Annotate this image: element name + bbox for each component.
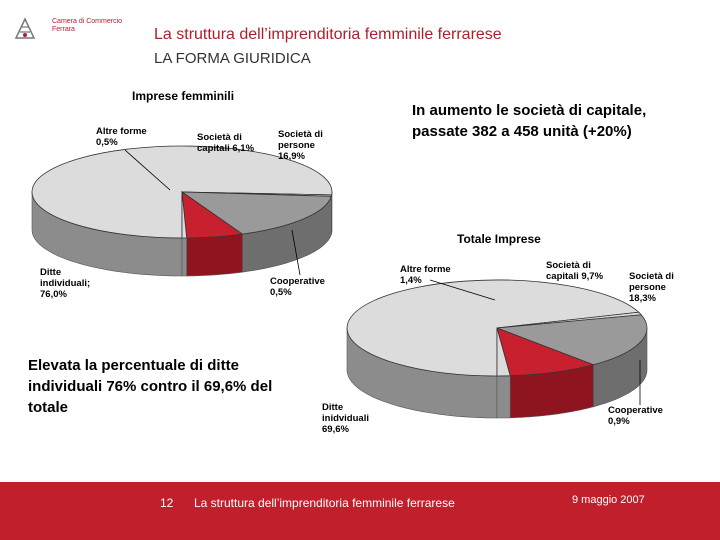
pie-1-side-5 xyxy=(181,237,187,277)
pie-2-side-5 xyxy=(496,375,511,419)
chamber-emblem-icon xyxy=(14,17,36,39)
pie-chart-2: Totale Imprese Ditte inidviduali 69,6% Coope… xyxy=(322,232,674,435)
pie-1-label-1-line: 76,0% xyxy=(40,289,67,300)
pie-2-label-1-line: 69,6% xyxy=(322,424,349,435)
logo-text: Camera di Commercio Ferrara xyxy=(52,18,122,34)
logo-line2: Ferrara xyxy=(52,26,75,33)
pie-1-slice-3 xyxy=(180,191,332,235)
pie-1-label-4: Società di capitali 6,1% xyxy=(197,132,255,154)
pie-2-slice-3 xyxy=(496,314,648,366)
pie-2-label-3-line: 18,3% xyxy=(629,293,656,304)
pie-1-leader-2 xyxy=(291,229,301,276)
pie-chart-1: Imprese femminili Ditte individuali; 76,0% C… xyxy=(31,89,333,300)
pie-1-slice-5 xyxy=(181,191,188,239)
pie-1-label-2-line: Cooperative xyxy=(270,276,325,287)
pie-1-label-1-line: Ditte xyxy=(40,267,61,278)
pie-2-label-3-line: persone xyxy=(629,282,666,293)
pie-1-title: Imprese femminili xyxy=(132,89,234,103)
pie-1-label-3: Società di persone 16,9% xyxy=(278,129,323,162)
pie-1-label-3-line: persone xyxy=(278,140,315,151)
pie-2-label-2: Cooperative 0,9% xyxy=(608,405,663,427)
pie-1-label-5: Altre forme 0,5% xyxy=(96,126,147,148)
slide-subtitle: LA FORMA GIURIDICA xyxy=(154,50,311,67)
footer-page-number: 12 xyxy=(160,496,174,510)
note-sole-proprietorships: Elevata la percentuale di ditte individu… xyxy=(28,357,273,416)
pie-1-label-4-line: capitali 6,1% xyxy=(197,143,255,154)
footer-text: La struttura dell’imprenditoria femminil… xyxy=(194,496,455,510)
pie-2-slice-1 xyxy=(346,279,640,377)
pie-2-label-5: Altre forme 1,4% xyxy=(400,264,451,286)
pie-1-leader-5 xyxy=(124,149,171,191)
slide-title: La struttura dell’imprenditoria femminil… xyxy=(154,26,502,43)
footer-date: 9 maggio 2007 xyxy=(572,494,645,506)
pie-2-label-3-line: Società di xyxy=(629,271,674,282)
pie-2-title: Totale Imprese xyxy=(457,232,541,246)
pie-2-slice-4 xyxy=(496,327,595,377)
pie-1-label-4-line: Società di xyxy=(197,132,242,143)
pie-2-label-4: Società di capitali 9,7% xyxy=(546,260,604,282)
pie-1-label-3-line: 16,9% xyxy=(278,151,305,162)
pie-2-label-4-line: Società di xyxy=(546,260,591,271)
note-capital-companies: In aumento le società di capitale, passa… xyxy=(412,102,647,140)
footer-bar xyxy=(0,482,720,540)
pie-2-label-1: Ditte inidviduali 69,6% xyxy=(322,402,369,435)
chamber-logo: Camera di Commercio Ferrara xyxy=(8,14,148,44)
pie-1-label-3-line: Società di xyxy=(278,129,323,140)
pie-2-label-2-line: Cooperative xyxy=(608,405,663,416)
pie-1-side-4 xyxy=(186,233,243,277)
pie-1-label-1-line: individuali; xyxy=(40,278,90,289)
pie-2-label-3: Società di persone 18,3% xyxy=(629,271,674,304)
pie-2-label-5-line: Altre forme xyxy=(400,264,451,275)
pie-1-label-5-line: Altre forme xyxy=(96,126,147,137)
pie-2-label-5-line: 1,4% xyxy=(400,275,422,286)
pie-2-label-1-line: Ditte xyxy=(322,402,343,413)
pie-1-label-2: Cooperative 0,5% xyxy=(270,276,325,298)
pie-1-label-2-line: 0,5% xyxy=(270,287,292,298)
pie-1-label-5-line: 0,5% xyxy=(96,137,118,148)
pie-2-label-2-line: 0,9% xyxy=(608,416,630,427)
logo-line1: Camera di Commercio xyxy=(52,18,123,25)
pie-1-label-1: Ditte individuali; 76,0% xyxy=(40,267,90,300)
pie-2-label-1-line: inidviduali xyxy=(322,413,369,424)
pie-2-slice-5 xyxy=(496,327,511,377)
pie-2-label-4-line: capitali 9,7% xyxy=(546,271,604,282)
pie-1-slice-1 xyxy=(31,145,333,239)
pie-2-leader-5 xyxy=(429,279,496,301)
